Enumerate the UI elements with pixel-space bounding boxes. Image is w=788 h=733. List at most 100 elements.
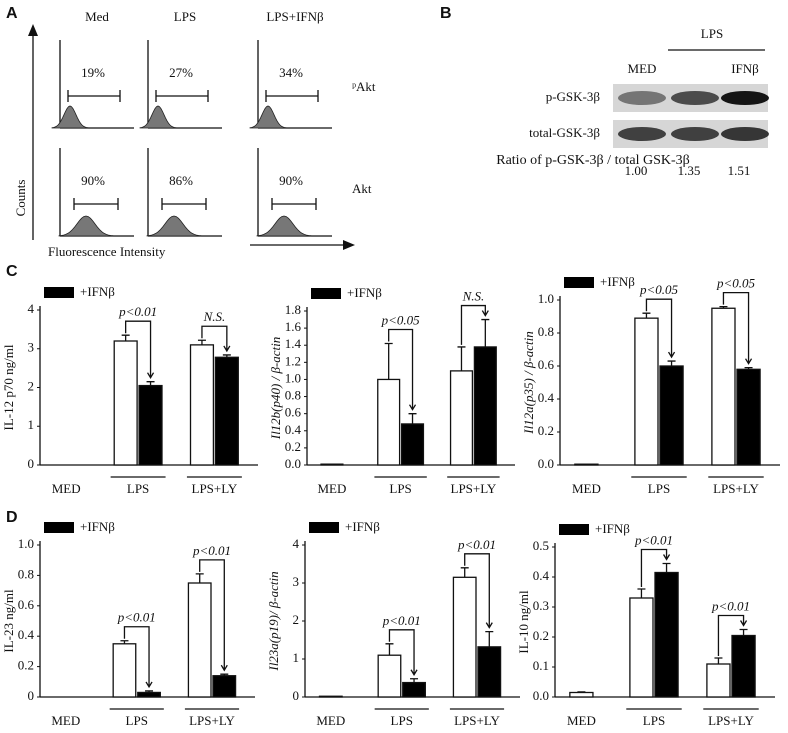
- ratio-label: Ratio of p-GSK-3β / total GSK-3β: [496, 153, 690, 168]
- y-tick-label: 0: [28, 688, 35, 703]
- bracket: [722, 291, 753, 365]
- band: [721, 91, 769, 105]
- bar: [137, 691, 161, 698]
- bar: [377, 378, 401, 466]
- bracket: [717, 614, 748, 656]
- x-tick-label: LPS: [391, 713, 413, 728]
- bar: [473, 346, 497, 466]
- y-axis-label: IL-10 ng/ml: [516, 590, 531, 654]
- bracket: [640, 548, 671, 587]
- error-bar: [460, 567, 469, 578]
- y-tick-label: 0.6: [18, 597, 35, 612]
- bar: [212, 675, 237, 698]
- error-bar: [667, 360, 676, 366]
- y-tick-label: 0.2: [533, 628, 549, 643]
- legend-swatch: [309, 522, 339, 533]
- lane-label: IFNβ: [731, 61, 759, 76]
- legend-label: +IFNβ: [600, 274, 635, 289]
- y-tick-label: 0: [28, 456, 35, 471]
- bar: [138, 384, 163, 466]
- column-header: LPS: [174, 9, 196, 24]
- panel-label: C: [6, 263, 18, 280]
- band: [618, 91, 666, 105]
- y-tick-label: 0.6: [285, 405, 302, 420]
- legend-label: +IFNβ: [347, 285, 382, 300]
- y-tick-label: 1: [28, 417, 35, 432]
- bar: [449, 370, 474, 466]
- x-tick-label: MED: [52, 481, 81, 496]
- y-tick-label: 2: [28, 378, 35, 393]
- bar: [654, 571, 679, 698]
- y-tick-label: 0.6: [538, 357, 555, 372]
- error-bar: [145, 690, 154, 693]
- row-label: ᵖAkt: [352, 79, 376, 94]
- error-bar: [642, 312, 651, 319]
- legend-swatch: [564, 277, 594, 288]
- y-tick-label: 0.8: [285, 388, 301, 403]
- error-bar: [384, 342, 393, 380]
- y-tick-label: 1.2: [285, 353, 301, 368]
- y-tick-label: 0.0: [538, 456, 554, 471]
- significance: p<0.01: [634, 532, 673, 547]
- legend-label: +IFNβ: [345, 519, 380, 534]
- x-tick-label: LPS: [648, 481, 670, 496]
- y-tick-label: 0.2: [538, 423, 554, 438]
- significance: p<0.05: [639, 282, 679, 297]
- panel-label: A: [6, 5, 18, 22]
- panel-label: D: [6, 509, 18, 526]
- column-header: LPS+IFNβ: [266, 9, 324, 24]
- x-tick-label: LPS+LY: [451, 481, 497, 496]
- y-tick-label: 4: [293, 536, 300, 551]
- bar: [320, 463, 344, 466]
- error-bar: [719, 305, 728, 309]
- significance: N.S.: [462, 289, 485, 304]
- band: [671, 91, 719, 105]
- significance: p<0.05: [381, 312, 421, 327]
- x-tick-label: LPS+LY: [189, 713, 235, 728]
- row-label: Akt: [352, 181, 372, 196]
- bar: [189, 344, 215, 466]
- x-tick-label: LPS+LY: [454, 713, 500, 728]
- error-bar: [744, 367, 753, 370]
- significance: p<0.01: [192, 543, 231, 558]
- significance: p<0.01: [117, 610, 156, 625]
- ratio-value: 1.51: [728, 163, 751, 178]
- y-tick-label: 0.3: [533, 598, 549, 613]
- group-label: LPS: [701, 26, 723, 41]
- y-tick-label: 0.4: [533, 568, 550, 583]
- x-tick-label: MED: [567, 713, 596, 728]
- bracket: [460, 304, 489, 345]
- bar: [629, 597, 654, 698]
- histogram: [51, 105, 89, 129]
- blot-label: p-GSK-3β: [546, 89, 601, 104]
- legend-swatch: [44, 287, 74, 298]
- error-bar: [637, 588, 646, 598]
- y-tick-label: 1.0: [18, 536, 34, 551]
- significance: p<0.05: [716, 276, 756, 291]
- bar: [569, 691, 594, 698]
- bar: [402, 681, 426, 698]
- y-tick-label: 0.4: [538, 390, 555, 405]
- band: [721, 127, 769, 141]
- bar: [736, 368, 761, 466]
- y-tick-label: 0.5: [533, 538, 549, 553]
- bracket: [388, 328, 417, 411]
- y-tick-label: 2: [293, 612, 300, 627]
- lane-label: MED: [628, 61, 657, 76]
- percent-label: 90%: [81, 173, 105, 188]
- x-axis-label: Fluorescence Intensity: [48, 244, 166, 259]
- error-bar: [739, 628, 748, 636]
- histogram: [256, 215, 312, 237]
- x-tick-label: MED: [316, 713, 345, 728]
- y-tick-label: 3: [28, 340, 35, 355]
- y-axis-label: Counts: [13, 180, 28, 217]
- y-tick-label: 1.6: [285, 319, 302, 334]
- y-tick-label: 0.0: [285, 456, 301, 471]
- y-tick-label: 1.0: [538, 291, 554, 306]
- legend-swatch: [559, 524, 589, 535]
- y-tick-label: 0.1: [533, 658, 549, 673]
- x-tick-label: LPS: [126, 713, 148, 728]
- error-bar: [408, 413, 417, 424]
- histogram: [146, 215, 202, 237]
